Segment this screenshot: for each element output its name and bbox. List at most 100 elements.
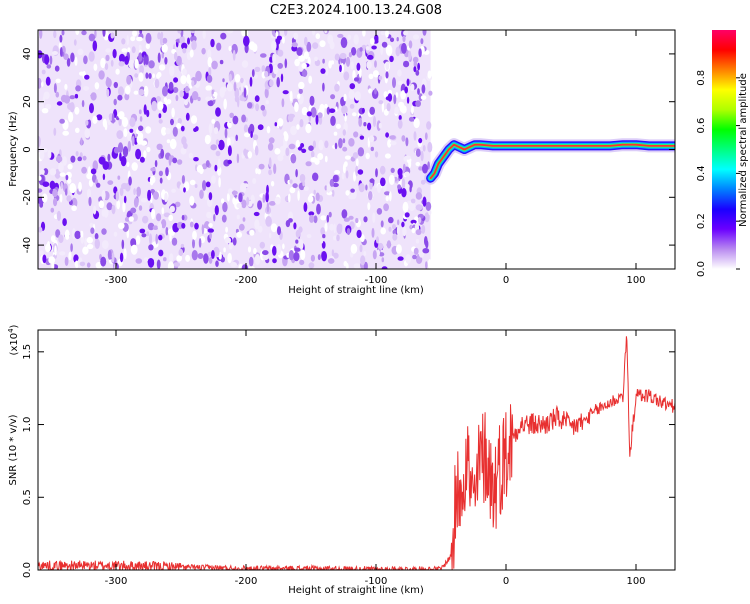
noise-speck	[312, 172, 319, 182]
noise-speck	[223, 98, 227, 110]
noise-speck	[83, 86, 90, 91]
noise-speck	[216, 42, 222, 51]
noise-speck	[39, 150, 45, 160]
noise-speck	[420, 179, 426, 185]
noise-speck	[162, 37, 168, 44]
x-tick-label: -200	[235, 275, 258, 286]
noise-speck	[405, 254, 412, 264]
noise-speck	[143, 150, 147, 159]
noise-speck	[38, 175, 42, 181]
noise-speck	[77, 156, 82, 162]
noise-speck	[306, 234, 312, 239]
noise-speck	[418, 48, 422, 58]
noise-speck	[312, 30, 316, 36]
noise-speck	[336, 234, 340, 242]
noise-speck	[392, 229, 397, 235]
noise-speck	[133, 188, 137, 196]
noise-speck	[326, 214, 330, 223]
noise-speck	[88, 33, 96, 42]
noise-speck	[118, 222, 125, 229]
noise-speck	[257, 200, 263, 210]
noise-speck	[214, 205, 219, 216]
noise-speck	[377, 183, 381, 193]
noise-speck	[370, 146, 374, 152]
noise-speck	[375, 37, 379, 43]
noise-speck	[126, 161, 130, 167]
noise-speck	[246, 196, 250, 206]
noise-speck	[315, 114, 319, 125]
noise-speck	[397, 80, 404, 86]
noise-speck	[119, 252, 124, 263]
noise-speck	[205, 160, 210, 168]
noise-speck	[294, 101, 299, 113]
noise-speck	[337, 33, 344, 38]
noise-speck	[427, 259, 432, 269]
noise-speck	[291, 42, 298, 48]
noise-speck	[417, 88, 420, 95]
noise-speck	[425, 201, 432, 211]
noise-speck	[53, 83, 57, 94]
noise-speck	[383, 91, 388, 98]
noise-speck	[410, 219, 417, 224]
noise-speck	[63, 95, 71, 104]
noise-speck	[420, 150, 424, 162]
noise-speck	[395, 46, 401, 57]
noise-speck	[58, 162, 64, 173]
noise-speck	[156, 213, 162, 222]
noise-speck	[113, 98, 117, 106]
noise-speck	[385, 61, 390, 71]
noise-speck	[380, 177, 386, 187]
noise-speck	[53, 197, 58, 207]
noise-speck	[367, 122, 372, 131]
noise-speck	[53, 30, 57, 39]
noise-speck	[356, 62, 361, 71]
noise-speck	[308, 145, 314, 151]
noise-speck	[172, 87, 179, 93]
noise-speck	[404, 86, 409, 94]
svg-text:(x104): (x104)	[7, 324, 20, 355]
spectrogram-x-ticks: -300 -200 -100 0 100	[105, 30, 646, 286]
noise-speck	[273, 64, 279, 75]
noise-speck	[265, 100, 269, 105]
noise-speck	[315, 192, 320, 202]
noise-speck	[176, 159, 183, 165]
noise-speck	[121, 117, 129, 128]
noise-speck	[123, 128, 128, 138]
noise-speck	[376, 249, 380, 257]
noise-speck	[232, 115, 239, 125]
noise-speck	[70, 243, 73, 252]
noise-speck	[136, 186, 142, 197]
noise-speck	[207, 100, 214, 107]
noise-speck	[218, 177, 221, 188]
noise-speck	[305, 161, 312, 167]
noise-speck	[147, 258, 155, 268]
noise-speck	[300, 249, 306, 260]
noise-speck	[189, 179, 196, 186]
noise-speck	[74, 56, 78, 66]
y-tick-label: 40	[22, 48, 33, 61]
noise-speck	[138, 109, 142, 115]
noise-speck	[380, 220, 384, 228]
noise-speck	[321, 241, 326, 249]
noise-speck	[185, 112, 190, 121]
noise-speck	[366, 54, 374, 60]
noise-speck	[226, 137, 231, 148]
noise-speck	[169, 138, 177, 150]
noise-speck	[165, 226, 169, 236]
noise-speck	[58, 234, 64, 244]
noise-speck	[264, 87, 269, 99]
spectrogram-y-label: Frequency (Hz)	[8, 111, 19, 187]
noise-speck	[120, 155, 127, 167]
noise-speck	[171, 237, 178, 246]
noise-speck	[301, 106, 308, 116]
noise-speck	[403, 30, 409, 36]
noise-speck	[394, 106, 399, 115]
noise-speck	[171, 107, 175, 118]
figure-title: C2E3.2024.100.13.24.G08	[270, 3, 442, 18]
noise-speck	[425, 261, 428, 269]
noise-speck	[129, 117, 136, 128]
noise-speck	[378, 100, 384, 105]
noise-speck	[194, 126, 199, 132]
noise-speck	[268, 137, 275, 144]
